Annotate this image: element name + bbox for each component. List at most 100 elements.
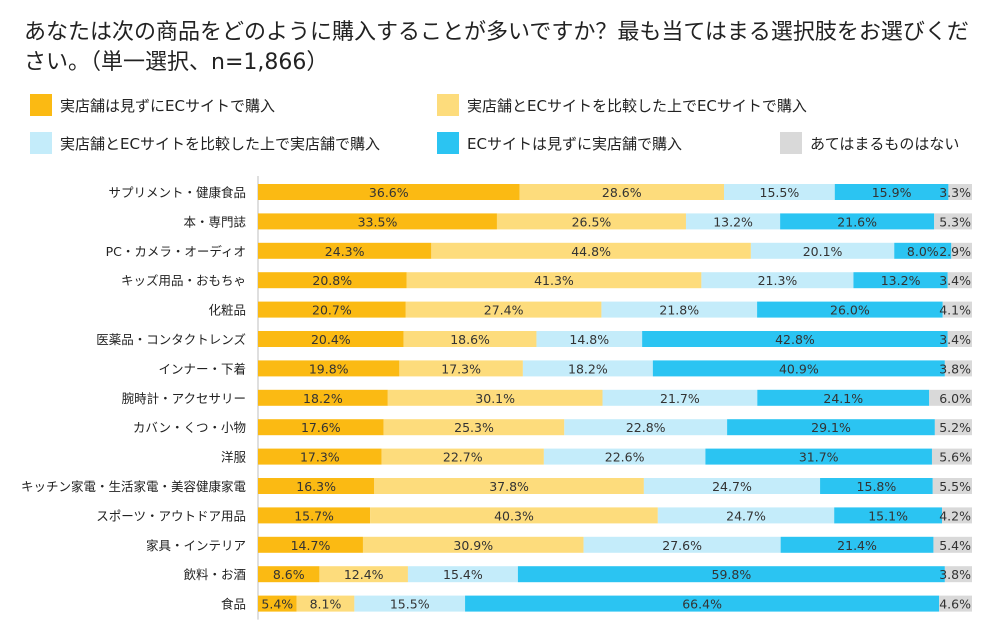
- bar-segment: [939, 595, 972, 612]
- data-label: 2.9%: [939, 244, 971, 259]
- bar-segment: [522, 360, 653, 377]
- data-label: 24.7%: [712, 479, 752, 494]
- category-label: インナー・下着: [158, 361, 246, 376]
- chart-title: あなたは次の商品をどのように購入することが多いですか？最も当てはまる選択肢をお選…: [24, 20, 969, 75]
- bar-segment: [894, 242, 952, 259]
- bar-segment: [942, 301, 972, 318]
- data-label: 24.1%: [823, 391, 863, 406]
- bar-segment: [431, 242, 751, 259]
- data-label: 15.7%: [294, 508, 334, 523]
- data-label: 3.8%: [939, 361, 971, 376]
- data-label: 21.4%: [837, 538, 877, 553]
- category-label: 食品: [221, 597, 246, 612]
- category-label: キッズ用品・おもちゃ: [121, 273, 246, 288]
- data-label: 28.6%: [602, 185, 642, 200]
- data-label: 3.4%: [939, 332, 971, 347]
- bar-segment: [258, 184, 520, 200]
- data-label: 37.8%: [489, 479, 529, 494]
- bar-segment: [723, 184, 835, 200]
- bar-segment: [536, 331, 643, 347]
- bar-segment: [780, 213, 935, 230]
- bar-segment: [757, 389, 930, 406]
- data-label: 15.1%: [868, 508, 908, 523]
- data-label: 36.6%: [369, 185, 409, 200]
- legend-item-none: あてはまるものはない: [780, 132, 959, 154]
- legend-swatch: [30, 94, 52, 116]
- bar-segment: [258, 360, 400, 377]
- bar-segment: [931, 448, 972, 465]
- bar-segment: [947, 272, 972, 289]
- legend-label: 実店舗とECサイトを比較した上でECサイトで購入: [467, 96, 807, 115]
- data-label: 5.6%: [939, 450, 971, 465]
- bar-segment: [780, 536, 934, 553]
- bar-segment: [564, 419, 728, 436]
- bar-segment: [403, 331, 537, 347]
- data-label: 31.7%: [799, 450, 839, 465]
- data-label: 21.8%: [659, 303, 699, 318]
- data-label: 44.8%: [571, 244, 611, 259]
- bar-segment: [757, 301, 943, 318]
- bar-segment: [519, 184, 724, 200]
- bar-segment: [258, 389, 388, 406]
- bar-segment: [853, 272, 948, 289]
- data-label: 8.6%: [273, 567, 305, 582]
- bar-segment: [705, 448, 932, 465]
- category-label: サプリメント・健康食品: [108, 185, 246, 200]
- bar-segment: [258, 507, 371, 524]
- data-label: 4.1%: [939, 303, 971, 318]
- data-label: 4.2%: [939, 508, 971, 523]
- bar-segment: [517, 566, 945, 583]
- bar-segment: [258, 242, 432, 259]
- data-label: 15.5%: [760, 185, 800, 200]
- data-label: 15.9%: [872, 185, 912, 200]
- data-label: 4.6%: [939, 597, 971, 612]
- data-label: 20.1%: [803, 244, 843, 259]
- bar-segment: [258, 272, 407, 289]
- category-label: 家具・インテリア: [146, 538, 246, 553]
- bar-segment: [258, 448, 382, 465]
- data-label: 20.4%: [311, 332, 351, 347]
- bar-segment: [934, 213, 972, 230]
- data-label: 3.3%: [939, 185, 971, 200]
- data-label: 33.5%: [358, 214, 398, 229]
- data-label: 13.2%: [881, 273, 921, 288]
- data-label: 12.4%: [344, 567, 384, 582]
- category-label: 本・専門誌: [183, 214, 246, 229]
- bar-segment: [934, 419, 972, 436]
- data-label: 5.3%: [939, 214, 971, 229]
- data-label: 27.6%: [662, 538, 702, 553]
- bar-segment: [685, 213, 781, 230]
- data-label: 29.1%: [811, 420, 851, 435]
- legend-swatch: [30, 132, 52, 154]
- category-label: スポーツ・アウトドア用品: [96, 508, 246, 523]
- bar-segment: [834, 507, 943, 524]
- legend-label: 実店舗は見ずにECサイトで購入: [60, 96, 275, 115]
- bar-segment: [258, 566, 320, 583]
- data-label: 25.3%: [454, 420, 494, 435]
- bar-segment: [370, 507, 658, 524]
- data-label: 21.6%: [837, 214, 877, 229]
- bar-segment: [929, 389, 972, 406]
- bar-segment: [701, 272, 854, 289]
- bar-segment: [933, 536, 972, 553]
- data-label: 15.4%: [443, 567, 483, 582]
- data-label: 14.7%: [291, 538, 331, 553]
- bar-segment: [399, 360, 523, 377]
- data-label: 40.9%: [779, 361, 819, 376]
- data-label: 18.6%: [450, 332, 490, 347]
- data-label: 8.0%: [907, 244, 939, 259]
- data-label: 26.5%: [572, 214, 612, 229]
- legend-item-ec-only: 実店舗は見ずにECサイトで購入: [30, 94, 275, 116]
- bar-segment: [657, 507, 835, 524]
- data-label: 5.5%: [939, 479, 971, 494]
- data-label: 17.6%: [301, 420, 341, 435]
- data-label: 20.7%: [312, 303, 352, 318]
- legend-swatch: [437, 94, 459, 116]
- bar-segment: [381, 448, 544, 465]
- data-label: 5.2%: [939, 420, 971, 435]
- bar-segment: [258, 331, 404, 347]
- data-label: 17.3%: [300, 450, 340, 465]
- bar-segment: [583, 536, 781, 553]
- category-label: 化粧品: [208, 303, 246, 318]
